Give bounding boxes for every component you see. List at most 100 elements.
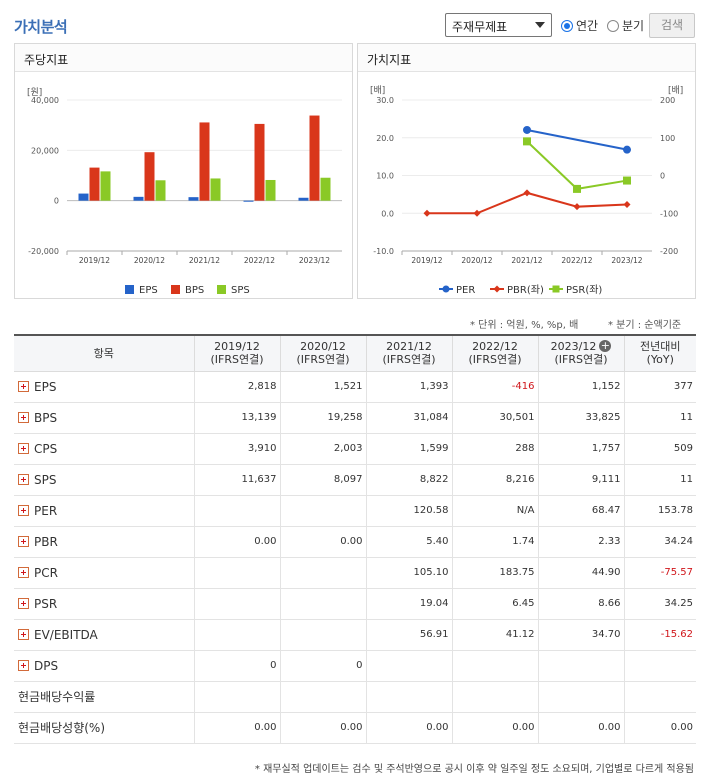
x-tick-label: 2021/12 [189,256,220,265]
row-label[interactable]: DPS [14,649,195,682]
point-marker [523,137,531,146]
legend-swatch [217,285,226,294]
point-marker [523,125,531,134]
table-cell: 120.58 [365,494,453,527]
table-cell [451,680,539,713]
table-cell: 2.33 [537,525,625,558]
row-label[interactable]: PCR [14,556,195,589]
table-row: 현금배당수익률 [14,680,696,713]
column-header-year: 2019/12 (IFRS연결) [193,334,281,372]
series-line-2 [526,140,628,190]
row-label[interactable]: CPS [14,432,195,465]
search-button[interactable]: 검색 [649,13,695,38]
legend-marker [552,285,560,293]
expand-columns-icon[interactable]: + [599,339,612,353]
table-cell: 19,258 [279,401,367,434]
expand-plus-icon[interactable] [18,597,29,609]
radio-annual[interactable]: 연간 [561,17,598,34]
table-cell: 33,825 [537,401,625,434]
table-cell [537,649,625,682]
table-cell: 0.00 [279,525,367,558]
table-cell: 105.10 [365,556,453,589]
row-label[interactable]: EPS [14,370,195,403]
table-cell: 11 [623,401,696,434]
statement-type-select[interactable]: 주재무제표 [445,13,552,37]
table-row: EPS 2,818 1,521 1,393 -416 1,152 377 [14,370,696,403]
point-marker [623,200,631,208]
table-cell: -416 [451,370,539,403]
expand-plus-icon[interactable] [18,659,29,671]
legend-label: PBR(좌) [507,284,544,296]
table-cell: -75.57 [623,556,696,589]
column-header-yoy: 전년대비 (YoY) [623,334,696,372]
series-line-0 [526,128,628,151]
table-row: DPS 0 0 [14,649,696,682]
y-tick-label: 0 [54,197,59,206]
table-cell: 2,003 [279,432,367,465]
expand-plus-icon[interactable] [18,628,29,640]
per-share-panel: 주당지표 [원] 40,000 20,000 0 -20,000 2019/12 2020/… [14,43,353,299]
legend-label: PSR(좌) [566,284,602,296]
row-label[interactable]: EV/EBITDA [14,618,195,651]
bar-eps [243,200,254,202]
bar-sps [265,179,276,201]
legend-marker [442,285,450,293]
y-tick-label-right: -100 [660,209,678,218]
table-row: PCR 105.10 183.75 44.90 -75.57 [14,556,696,589]
expand-plus-icon[interactable] [18,566,29,578]
expand-plus-icon[interactable] [18,442,29,454]
expand-plus-icon[interactable] [18,411,29,423]
table-cell: 8,822 [365,463,453,496]
point-marker [623,176,631,185]
radio-annual-label: 연간 [576,19,599,33]
legend-swatch [171,285,180,294]
table-row: SPS 11,637 8,097 8,822 8,216 9,111 11 [14,463,696,496]
table-cell: 377 [623,370,696,403]
bar-eps [188,197,199,201]
bar-eps [133,196,144,201]
table-cell: 183.75 [451,556,539,589]
table-cell [193,680,281,713]
section-title: 가치분석 [14,18,68,36]
point-marker [523,189,531,197]
table-cell [279,587,367,620]
table-cell [623,680,696,713]
expand-plus-icon[interactable] [18,504,29,516]
table-cell: 31,084 [365,401,453,434]
valuation-panel-title: 가치지표 [358,44,695,72]
row-label[interactable]: SPS [14,463,195,496]
y-tick-label: 40,000 [31,96,59,105]
x-tick-label: 2023/12 [611,256,642,265]
table-cell: -15.62 [623,618,696,651]
radio-unchecked-icon[interactable] [607,19,619,32]
radio-checked-icon[interactable] [561,19,573,32]
expand-plus-icon[interactable] [18,473,29,485]
radio-quarter[interactable]: 분기 [607,17,644,34]
row-label[interactable]: PSR [14,587,195,620]
table-cell: 8,216 [451,463,539,496]
valuation-chart: [배] [배]30.020.010.00.0-10.02001000-100-20… [370,85,683,296]
table-cell: 3,910 [193,432,281,465]
x-tick-label: 2022/12 [244,256,275,265]
y-tick-label-left: 30.0 [376,96,394,105]
row-label[interactable]: PBR [14,525,195,558]
table-row: BPS 13,139 19,258 31,084 30,501 33,825 11 [14,401,696,434]
row-label[interactable]: BPS [14,401,195,434]
table-row: 현금배당성향(%) 0.00 0.00 0.00 0.00 0.00 0.00 [14,711,696,744]
table-cell: 509 [623,432,696,465]
x-tick-label: 2020/12 [461,256,492,265]
expand-plus-icon[interactable] [18,535,29,547]
table-cell: 0 [279,649,367,682]
column-header-item: 항목 [14,334,195,372]
expand-plus-icon[interactable] [18,380,29,392]
per-share-panel-title: 주당지표 [15,44,352,72]
table-cell: 6.45 [451,587,539,620]
quarter-note: * 분기 : 순액기준 [608,320,682,331]
row-label[interactable]: PER [14,494,195,527]
table-cell [193,587,281,620]
table-cell: 34.24 [623,525,696,558]
table-cell: 68.47 [537,494,625,527]
point-marker [573,184,581,193]
x-tick-label: 2021/12 [511,256,542,265]
bar-bps [144,152,155,201]
